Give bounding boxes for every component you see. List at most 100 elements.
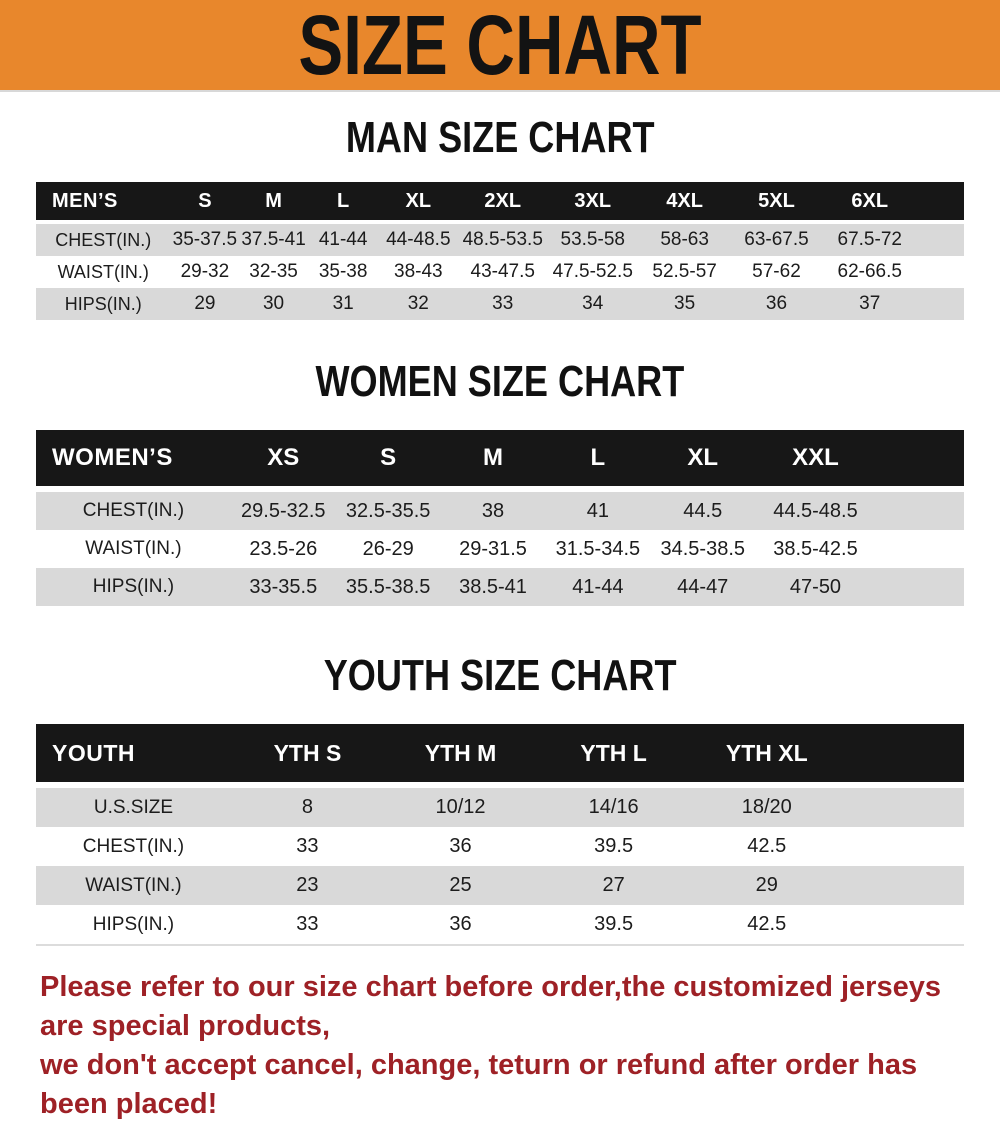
spacer-cell — [917, 182, 964, 222]
row-label-cell: WAIST(IN.) — [36, 530, 231, 568]
heading-text: MAN SIZE CHART — [345, 113, 655, 162]
youth-size-table: YOUTH YTH S YTH M YTH L YTH XL U.S.SIZE … — [36, 724, 964, 946]
mens-table-label: MEN’S — [36, 182, 171, 222]
womens-table-label: WOMEN’S — [36, 430, 231, 489]
value-cell: 29-32 — [170, 256, 240, 288]
spacer-cell — [875, 430, 964, 489]
table-row: U.S.SIZE 8 10/12 14/16 18/20 — [36, 782, 964, 827]
value-cell: 41 — [545, 486, 651, 530]
value-cell: 44.5-48.5 — [755, 486, 876, 530]
value-cell: 38-43 — [378, 256, 459, 288]
spacer-cell — [917, 288, 964, 320]
value-cell: 32-35 — [239, 256, 308, 288]
row-label-cell: WAIST(IN.) — [36, 866, 231, 905]
row-label-cell: CHEST(IN.) — [36, 827, 231, 866]
row-label-cell: CHEST(IN.) — [36, 486, 231, 530]
size-header-cell: L — [307, 182, 379, 222]
value-cell: 33-35.5 — [230, 568, 336, 606]
value-cell: 29 — [690, 866, 844, 905]
heading-text: WOMEN SIZE CHART — [315, 357, 685, 406]
table-row: HIPS(IN.) 33-35.5 35.5-38.5 38.5-41 41-4… — [36, 568, 964, 606]
value-cell: 38.5-41 — [440, 568, 546, 606]
spacer-cell — [843, 724, 964, 785]
size-chart-banner: SIZE CHART — [0, 0, 1000, 92]
spacer-cell — [875, 568, 964, 606]
value-cell: 29 — [170, 288, 240, 320]
size-header-cell: 6XL — [821, 182, 918, 222]
value-cell: 32.5-35.5 — [335, 486, 441, 530]
value-cell: 36 — [731, 288, 822, 320]
value-cell: 31 — [307, 288, 379, 320]
size-header-cell: XL — [378, 182, 459, 222]
women-size-chart-heading: WOMEN SIZE CHART — [0, 360, 1000, 404]
spacer-cell — [843, 905, 964, 945]
value-cell: 35-37.5 — [170, 220, 240, 256]
row-label-cell: U.S.SIZE — [36, 782, 231, 827]
table-row: HIPS(IN.) 33 36 39.5 42.5 — [36, 905, 964, 945]
size-header-cell: S — [170, 182, 240, 222]
value-cell: 36 — [383, 905, 538, 945]
notice-line-2: we don't accept cancel, change, teturn o… — [40, 1049, 918, 1120]
mens-header-row: MEN’S S M L XL 2XL 3XL 4XL 5XL 6XL — [36, 182, 964, 222]
size-header-cell: XXL — [755, 430, 876, 489]
value-cell: 23 — [230, 866, 384, 905]
youth-header-row: YOUTH YTH S YTH M YTH L YTH XL — [36, 724, 964, 785]
value-cell: 35 — [638, 288, 732, 320]
mens-size-table: MEN’S S M L XL 2XL 3XL 4XL 5XL 6XL CHEST… — [36, 182, 964, 320]
value-cell: 44-48.5 — [378, 220, 459, 256]
value-cell: 29-31.5 — [440, 530, 546, 568]
row-label-cell: WAIST(IN.) — [36, 256, 171, 288]
value-cell: 47-50 — [755, 568, 876, 606]
size-header-cell: 2XL — [458, 182, 548, 222]
value-cell: 35.5-38.5 — [335, 568, 441, 606]
value-cell: 38 — [440, 486, 546, 530]
spacer-cell — [875, 530, 964, 568]
spacer-cell — [843, 827, 964, 866]
value-cell: 42.5 — [690, 827, 844, 866]
man-size-chart-heading: MAN SIZE CHART — [0, 116, 1000, 160]
value-cell: 47.5-52.5 — [547, 256, 639, 288]
size-header-cell: 3XL — [547, 182, 639, 222]
womens-header-row: WOMEN’S XS S M L XL XXL — [36, 430, 964, 489]
size-header-cell: M — [440, 430, 546, 489]
value-cell: 14/16 — [537, 782, 691, 827]
size-header-cell: S — [335, 430, 441, 489]
size-header-cell: L — [545, 430, 651, 489]
value-cell: 33 — [458, 288, 548, 320]
row-label-cell: CHEST(IN.) — [36, 220, 171, 256]
value-cell: 44.5 — [650, 486, 756, 530]
youth-size-chart-heading: YOUTH SIZE CHART — [0, 654, 1000, 698]
value-cell: 63-67.5 — [731, 220, 822, 256]
value-cell: 37.5-41 — [239, 220, 308, 256]
size-header-cell: YTH S — [230, 724, 384, 785]
value-cell: 34 — [547, 288, 639, 320]
value-cell: 23.5-26 — [230, 530, 336, 568]
table-row: CHEST(IN.) 35-37.5 37.5-41 41-44 44-48.5… — [36, 220, 964, 256]
youth-table-label: YOUTH — [36, 724, 231, 785]
value-cell: 30 — [239, 288, 308, 320]
size-header-cell: XL — [650, 430, 756, 489]
spacer-cell — [843, 866, 964, 905]
value-cell: 57-62 — [731, 256, 822, 288]
value-cell: 34.5-38.5 — [650, 530, 756, 568]
value-cell: 33 — [230, 905, 384, 945]
size-header-cell: YTH M — [383, 724, 538, 785]
value-cell: 53.5-58 — [547, 220, 639, 256]
value-cell: 29.5-32.5 — [230, 486, 336, 530]
size-header-cell: 5XL — [731, 182, 822, 222]
row-label-cell: HIPS(IN.) — [36, 905, 231, 945]
heading-text: YOUTH SIZE CHART — [323, 651, 677, 700]
value-cell: 31.5-34.5 — [545, 530, 651, 568]
value-cell: 36 — [383, 827, 538, 866]
table-row: CHEST(IN.) 29.5-32.5 32.5-35.5 38 41 44.… — [36, 486, 964, 530]
size-header-cell: 4XL — [638, 182, 732, 222]
womens-size-table: WOMEN’S XS S M L XL XXL CHEST(IN.) 29.5-… — [36, 430, 964, 606]
value-cell: 18/20 — [690, 782, 844, 827]
size-header-cell: XS — [230, 430, 336, 489]
value-cell: 48.5-53.5 — [458, 220, 548, 256]
spacer-cell — [875, 486, 964, 530]
value-cell: 41-44 — [545, 568, 651, 606]
value-cell: 25 — [383, 866, 538, 905]
size-header-cell: YTH L — [537, 724, 691, 785]
value-cell: 33 — [230, 827, 384, 866]
